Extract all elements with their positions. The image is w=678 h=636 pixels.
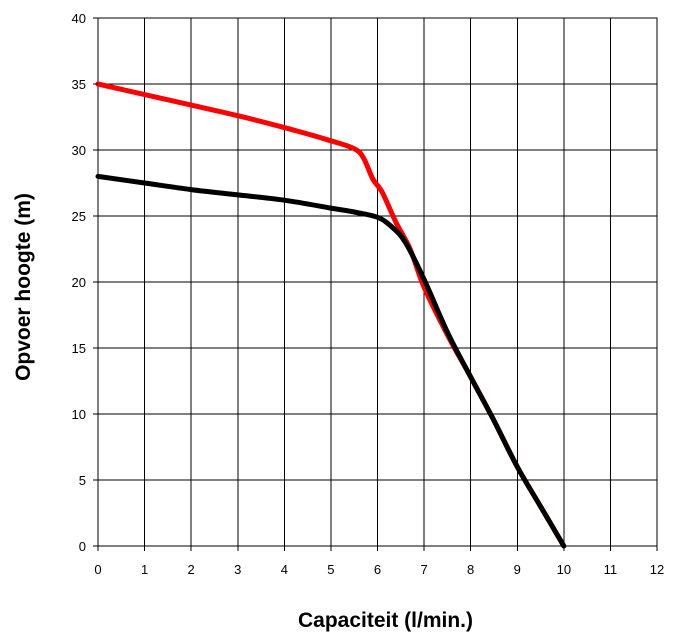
series-line-black (95, 173, 567, 549)
x-tick-label: 10 (557, 562, 571, 577)
grid (97, 17, 658, 547)
x-tick-label: 8 (467, 562, 474, 577)
x-tick-label: 7 (420, 562, 427, 577)
x-tick-label: 3 (234, 562, 241, 577)
x-tick-label: 5 (327, 562, 334, 577)
x-axis-title: Capaciteit (l/min.) (298, 609, 473, 632)
x-tick-label: 0 (94, 562, 101, 577)
x-tick-label: 1 (141, 562, 148, 577)
x-tick-label: 11 (604, 562, 618, 577)
x-tick-label: 4 (281, 562, 288, 577)
x-tick-label: 9 (514, 562, 521, 577)
y-axis-ticks: 0 5 10 15 20 25 30 35 40 (72, 11, 98, 554)
x-tick-label: 6 (374, 562, 381, 577)
y-tick-label: 15 (72, 341, 86, 356)
y-tick-label: 40 (72, 11, 86, 26)
y-tick-label: 5 (79, 473, 86, 488)
x-axis-ticks: 0 1 2 3 4 5 6 7 8 9 10 11 12 (94, 546, 664, 577)
y-tick-label: 20 (72, 275, 86, 290)
series-group (95, 81, 567, 549)
y-tick-label: 0 (79, 539, 86, 554)
x-tick-label: 12 (650, 562, 664, 577)
y-axis-title: Opvoer hoogte (m) (12, 193, 35, 381)
y-tick-label: 35 (72, 77, 86, 92)
y-tick-label: 10 (72, 407, 86, 422)
y-tick-label: 25 (72, 209, 86, 224)
y-tick-label: 30 (72, 143, 86, 158)
x-tick-label: 2 (188, 562, 195, 577)
